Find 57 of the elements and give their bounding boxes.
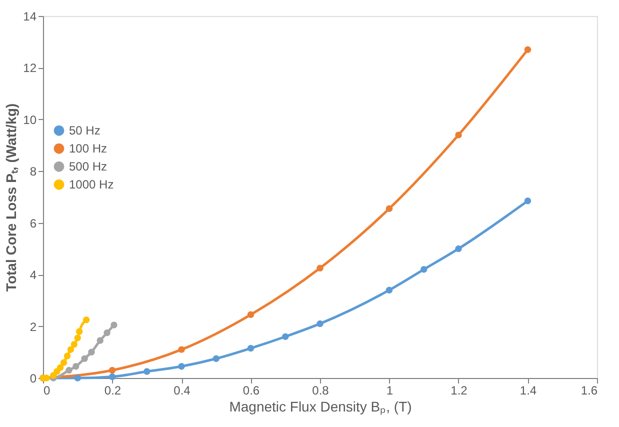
x-tick-label: 0.4 <box>174 384 191 398</box>
point <box>56 364 64 372</box>
y-axis-title: Total Core Loss Pₜ, (Watt/kg) <box>3 103 20 292</box>
y-tick-label: 0 <box>30 372 37 386</box>
point <box>178 363 185 370</box>
point <box>144 368 150 375</box>
point <box>247 311 254 318</box>
point <box>81 355 88 362</box>
point <box>247 344 254 352</box>
point <box>282 333 289 340</box>
point <box>70 341 78 348</box>
point <box>524 198 532 204</box>
x-tick-label: 1 <box>386 384 394 398</box>
y-tick-label: 6 <box>30 216 37 230</box>
point <box>108 366 116 374</box>
point <box>82 316 90 324</box>
point <box>455 132 462 138</box>
point <box>74 334 81 342</box>
legend-label: 50 Hz <box>69 124 100 138</box>
point <box>386 205 393 212</box>
point <box>72 363 80 370</box>
point <box>88 348 95 356</box>
x-tick-label: 1.2 <box>450 384 468 398</box>
legend-label: 500 Hz <box>69 160 108 174</box>
y-tick-label: 14 <box>23 10 37 24</box>
legend-label: 100 Hz <box>69 142 108 156</box>
point <box>524 46 532 53</box>
x-axis-title: Magnetic Flux Density Bₚ, (T) <box>229 398 412 416</box>
x-tick-label: 0.6 <box>242 384 260 398</box>
point <box>316 264 324 272</box>
y-tick-label: 2 <box>30 320 37 334</box>
point <box>66 366 72 374</box>
y-tick-label: 8 <box>30 164 37 179</box>
point <box>420 266 428 273</box>
point <box>110 322 118 328</box>
point <box>178 346 185 353</box>
x-tick-label: 1.4 <box>520 384 537 398</box>
x-tick-label: 0.8 <box>312 384 330 398</box>
point <box>74 374 81 382</box>
x-tick-label: 0.2 <box>104 384 122 398</box>
point <box>108 373 116 380</box>
point <box>60 359 68 366</box>
y-tick-label: 12 <box>23 61 37 76</box>
y-tick-label: 4 <box>30 268 37 282</box>
point <box>104 329 110 336</box>
point <box>386 286 393 294</box>
legend-label: 1000 Hz <box>69 178 114 192</box>
x-tick-label: 1.6 <box>580 384 598 398</box>
point <box>455 245 462 252</box>
point <box>212 355 220 362</box>
point <box>67 346 74 353</box>
point <box>76 328 83 335</box>
point <box>316 320 324 328</box>
y-tick-label: 10 <box>23 112 37 127</box>
point <box>64 352 71 360</box>
point <box>96 337 104 344</box>
x-tick-label: 0 <box>44 384 50 398</box>
